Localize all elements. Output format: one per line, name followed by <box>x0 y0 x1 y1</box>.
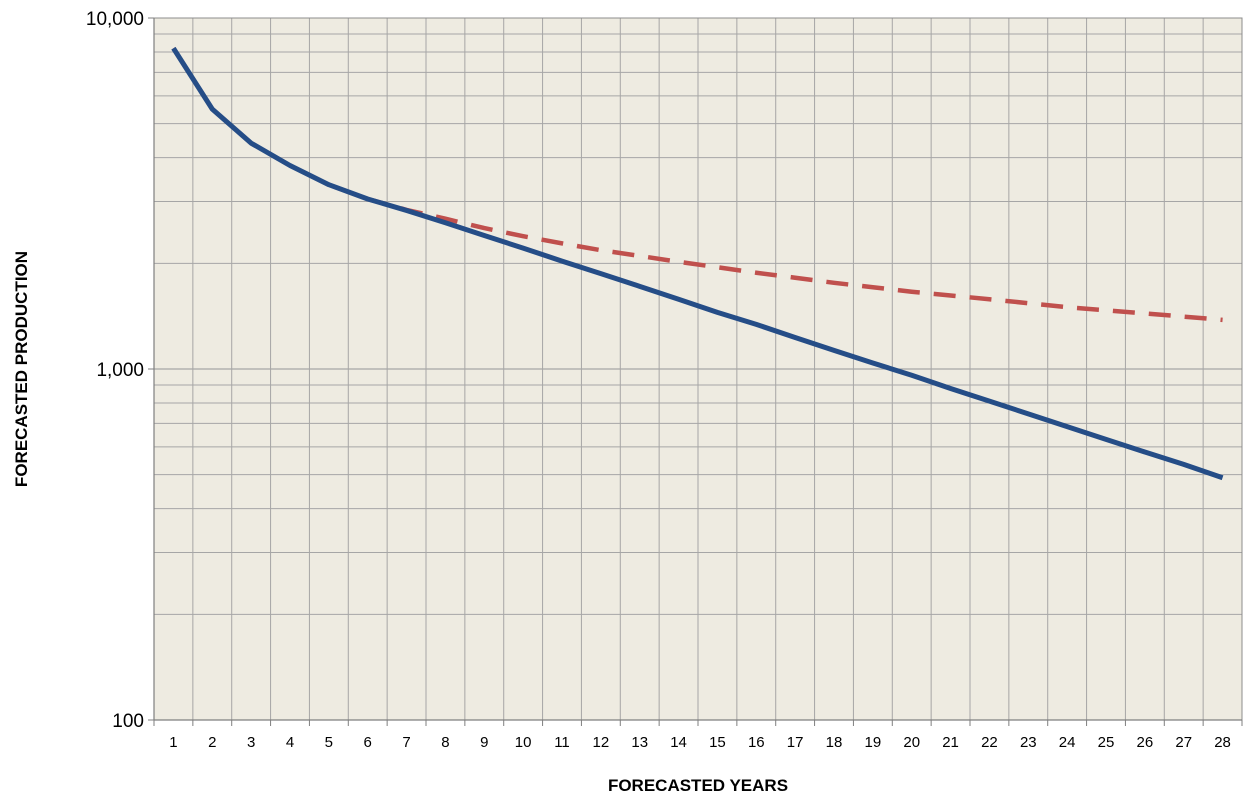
x-tick-label: 28 <box>1214 734 1231 751</box>
x-tick-label: 12 <box>593 734 610 751</box>
x-tick-label: 4 <box>286 734 294 751</box>
x-tick-label: 20 <box>903 734 920 751</box>
x-tick-label: 18 <box>826 734 843 751</box>
x-tick-label: 3 <box>247 734 255 751</box>
x-tick-label: 15 <box>709 734 726 751</box>
series-lines <box>171 46 1224 481</box>
x-tick-label: 13 <box>631 734 648 751</box>
x-tick-label: 14 <box>670 734 687 751</box>
x-tick-label: 7 <box>402 734 410 751</box>
x-tick-label: 6 <box>364 734 372 751</box>
y-tick-label: 1,000 <box>96 360 144 381</box>
axes <box>148 17 1243 726</box>
y-axis-title: FORECASTED PRODUCTION <box>12 251 31 487</box>
x-tick-label: 10 <box>515 734 532 751</box>
grid-lines <box>154 18 1242 720</box>
y-tick-label: 10,000 <box>86 9 144 30</box>
x-tick-label: 25 <box>1098 734 1115 751</box>
y-tick-label: 100 <box>112 711 144 732</box>
x-tick-label: 22 <box>981 734 998 751</box>
x-tick-label: 27 <box>1175 734 1192 751</box>
x-tick-label: 24 <box>1059 734 1076 751</box>
x-tick-label: 11 <box>554 734 570 751</box>
x-tick-label: 2 <box>208 734 216 751</box>
y-tick-labels: 100 1,000 10,000 <box>86 9 144 732</box>
x-tick-label: 9 <box>480 734 488 751</box>
x-tick-label: 8 <box>441 734 449 751</box>
x-tick-label: 19 <box>865 734 882 751</box>
x-tick-label: 26 <box>1137 734 1154 751</box>
x-tick-label: 16 <box>748 734 765 751</box>
x-tick-labels: 1 2 3 4 5 6 7 8 9 10 11 12 13 14 15 16 17 18 19 20 21 22 23 24 2… <box>169 734 1231 751</box>
x-tick-label: 1 <box>169 734 177 751</box>
x-tick-label: 21 <box>942 734 959 751</box>
x-axis-title: FORECASTED YEARS <box>608 776 788 795</box>
x-tick-label: 23 <box>1020 734 1037 751</box>
x-tick-label: 17 <box>787 734 804 751</box>
x-tick-label: 5 <box>325 734 333 751</box>
solid-series-line <box>171 46 1224 481</box>
